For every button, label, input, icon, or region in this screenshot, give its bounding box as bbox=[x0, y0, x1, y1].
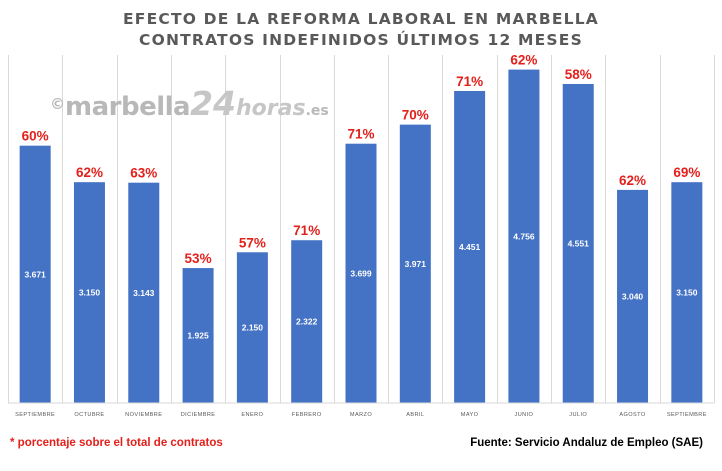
watermark-part-2: 24 bbox=[190, 84, 237, 123]
watermark-part-4: .es bbox=[305, 103, 329, 119]
percent-label: 57% bbox=[239, 235, 266, 250]
value-label: 3.150 bbox=[79, 288, 101, 298]
bar bbox=[19, 145, 51, 403]
value-label: 3.699 bbox=[350, 268, 372, 278]
value-label: 3.143 bbox=[133, 288, 155, 298]
percent-labels: 60% 62% 63% 53% 57% 71% 71% 70% 71% 62% 58% 62% 69% bbox=[22, 53, 701, 266]
month-label: SEPTIEMBRE bbox=[15, 412, 55, 418]
bar bbox=[236, 252, 268, 403]
percent-label: 71% bbox=[456, 74, 483, 89]
source-note: Fuente: Servicio Andaluz de Empleo (SAE) bbox=[470, 437, 703, 449]
percent-label: 62% bbox=[510, 53, 537, 68]
bar bbox=[671, 182, 703, 403]
percent-label: 53% bbox=[185, 251, 212, 266]
month-label: OCTUBRE bbox=[74, 412, 104, 418]
month-label: SEPTIEMBRE bbox=[667, 412, 707, 418]
watermark-copyright: © bbox=[50, 95, 65, 113]
month-label: DICIEMBRE bbox=[181, 412, 216, 418]
percent-label: 60% bbox=[22, 129, 49, 144]
month-label: ABRIL bbox=[406, 412, 424, 418]
chart-bars bbox=[19, 69, 703, 404]
month-label: MAYO bbox=[461, 412, 479, 418]
bar bbox=[182, 268, 214, 403]
watermark-part-1: marbella bbox=[65, 92, 191, 122]
percent-label: 69% bbox=[673, 165, 700, 180]
percent-label: 70% bbox=[402, 108, 429, 123]
watermark-logo: ©marbella24horas.es bbox=[50, 84, 329, 123]
bar bbox=[617, 189, 649, 403]
bar bbox=[128, 182, 160, 403]
bar bbox=[454, 90, 486, 404]
percent-label: 58% bbox=[565, 67, 592, 82]
month-label: JULIO bbox=[569, 412, 587, 418]
value-label: 1.925 bbox=[187, 331, 209, 341]
bar bbox=[345, 143, 377, 403]
month-label: NOVIEMBRE bbox=[125, 412, 162, 418]
chart-title-line-2: CONTRATOS INDEFINIDOS ÚLTIMOS 12 MESES bbox=[139, 30, 583, 49]
value-label: 2.150 bbox=[242, 323, 264, 333]
value-label: 4.756 bbox=[513, 231, 535, 241]
chart-title-line-1: EFECTO DE LA REFORMA LABORAL EN MARBELLA bbox=[123, 10, 599, 28]
value-labels: 3.671 3.150 3.143 1.925 2.150 2.322 3.699 3.971… bbox=[25, 231, 698, 340]
month-labels: SEPTIEMBRE OCTUBRE NOVIEMBRE DICIEMBRE ENERO… bbox=[15, 412, 707, 418]
month-label: ENERO bbox=[241, 412, 263, 418]
footnote: * porcentaje sobre el total de contratos bbox=[10, 437, 223, 449]
month-label: JUNIO bbox=[515, 412, 534, 418]
value-label: 3.150 bbox=[676, 288, 698, 298]
percent-label: 62% bbox=[619, 173, 646, 188]
bar bbox=[73, 182, 105, 403]
month-label: MARZO bbox=[350, 412, 372, 418]
watermark-part-3: horas bbox=[236, 96, 306, 121]
percent-label: 71% bbox=[347, 127, 374, 142]
value-label: 2.322 bbox=[296, 317, 318, 327]
percent-label: 63% bbox=[130, 166, 157, 181]
value-label: 4.451 bbox=[459, 242, 481, 252]
value-label: 3.040 bbox=[622, 291, 644, 301]
percent-label: 71% bbox=[293, 223, 320, 238]
bar bbox=[508, 69, 540, 403]
month-label: AGOSTO bbox=[619, 412, 645, 418]
value-label: 3.971 bbox=[405, 259, 427, 269]
month-label: FEBRERO bbox=[292, 412, 322, 418]
value-label: 3.671 bbox=[25, 269, 47, 279]
bar bbox=[291, 240, 323, 403]
bar bbox=[562, 83, 594, 403]
value-label: 4.551 bbox=[568, 238, 590, 248]
bar bbox=[399, 124, 431, 403]
chart-gridlines bbox=[8, 55, 715, 403]
percent-label: 62% bbox=[76, 165, 103, 180]
